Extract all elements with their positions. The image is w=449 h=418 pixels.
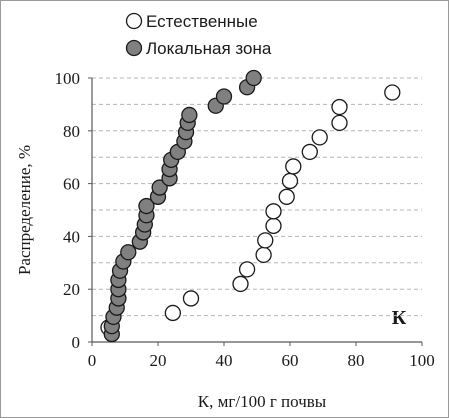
- y-axis-title: Распределение, %: [15, 145, 34, 275]
- y-tick-label: 100: [55, 69, 81, 88]
- x-tick-label: 20: [150, 351, 167, 370]
- data-point-natural: [384, 84, 401, 101]
- tick-labels: 0 20 40 60 80 100 0 20 40 60 80 100: [55, 69, 435, 370]
- data-point-natural: [257, 232, 274, 249]
- y-tick-label: 20: [63, 280, 80, 299]
- data-point-local-zone: [215, 88, 233, 105]
- legend-label-natural: Естественные: [146, 12, 258, 31]
- legend: Естественные Локальная зона: [125, 12, 272, 58]
- data-point-natural: [301, 143, 318, 161]
- data-point-local-zone: [120, 244, 137, 261]
- grid: [92, 77, 422, 317]
- axes: [91, 78, 422, 343]
- y-tick-label: 40: [63, 227, 80, 246]
- data-point-local-zone: [181, 106, 198, 124]
- data-point-natural: [255, 246, 272, 264]
- x-tick-label: 80: [348, 351, 365, 370]
- data-point-natural: [281, 172, 299, 190]
- data-point-natural: [232, 275, 249, 293]
- legend-marker-local-zone: [125, 39, 143, 57]
- panel-label: К: [392, 307, 407, 329]
- x-tick-label: 40: [216, 351, 233, 370]
- x-tick-label: 0: [88, 351, 97, 370]
- data-point-natural: [311, 129, 328, 146]
- data-point-natural: [285, 158, 302, 175]
- data-point-natural: [331, 98, 348, 116]
- data-point-local-zone: [245, 69, 262, 87]
- y-tick-label: 0: [72, 333, 81, 352]
- x-tick-label: 60: [282, 351, 299, 370]
- legend-marker-natural: [125, 12, 143, 30]
- x-tick-label: 100: [409, 351, 435, 370]
- x-axis-title: К, мг/100 г почвы: [198, 392, 327, 411]
- data-point-local-zone: [151, 179, 168, 196]
- data-point-natural: [331, 114, 348, 132]
- data-point-natural: [265, 203, 282, 220]
- data-point-local-zone: [138, 197, 155, 215]
- legend-label-local-zone: Локальная зона: [146, 39, 272, 58]
- y-tick-label: 80: [63, 122, 80, 141]
- data-point-natural: [278, 188, 295, 205]
- data-point-natural: [164, 304, 182, 322]
- y-tick-label: 60: [63, 175, 80, 194]
- data-point-natural: [265, 217, 282, 234]
- data-point-natural: [238, 261, 256, 278]
- data-point-natural: [182, 290, 200, 307]
- data-points: [100, 69, 401, 343]
